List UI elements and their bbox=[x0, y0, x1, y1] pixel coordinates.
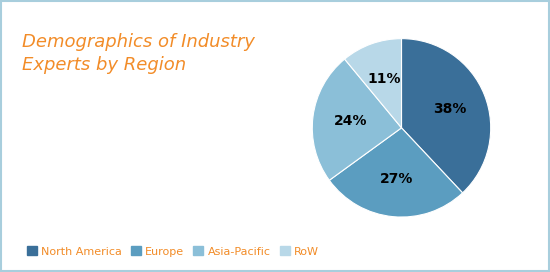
Text: 27%: 27% bbox=[380, 172, 413, 186]
Text: Demographics of Industry
Experts by Region: Demographics of Industry Experts by Regi… bbox=[22, 33, 255, 74]
Text: 38%: 38% bbox=[433, 102, 466, 116]
Wedge shape bbox=[312, 59, 402, 180]
Text: 24%: 24% bbox=[333, 114, 367, 128]
Text: 11%: 11% bbox=[367, 72, 401, 86]
Wedge shape bbox=[402, 39, 491, 193]
Wedge shape bbox=[345, 39, 402, 128]
Legend: North America, Europe, Asia-Pacific, RoW: North America, Europe, Asia-Pacific, RoW bbox=[22, 242, 323, 261]
Wedge shape bbox=[329, 128, 463, 217]
